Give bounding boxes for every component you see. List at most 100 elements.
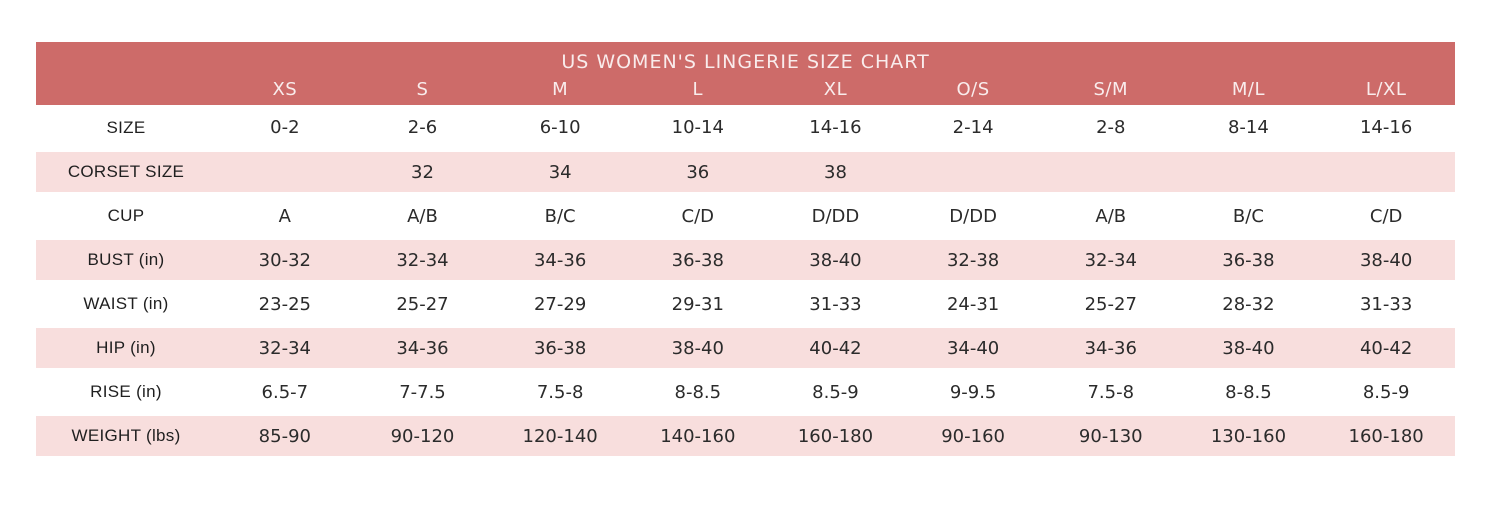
table-cell: 160-180 [766, 414, 905, 460]
table-cell: 32-34 [216, 326, 354, 372]
table-cell: 36 [628, 150, 767, 196]
table-cell: 160-180 [1317, 414, 1455, 460]
table-cell: 7-7.5 [353, 370, 492, 416]
column-header-xl: XL [766, 75, 905, 108]
table-cell: 85-90 [216, 414, 354, 460]
table-cell: 36-38 [628, 238, 767, 284]
table-title: US WOMEN'S LINGERIE SIZE CHART [36, 42, 1455, 75]
table-cell: 25-27 [1041, 282, 1180, 328]
table-cell: A/B [1041, 194, 1180, 240]
row-label: SIZE [36, 106, 216, 152]
table-cell: 14-16 [1317, 106, 1455, 152]
table-cell: 38-40 [1317, 238, 1455, 284]
table-cell: 14-16 [766, 106, 905, 152]
table-cell: 34-40 [904, 326, 1042, 372]
table-cell: 34 [491, 150, 629, 196]
column-header-o-s: O/S [904, 75, 1042, 108]
row-label: WAIST (in) [36, 282, 216, 328]
table-cell: 8-8.5 [628, 370, 767, 416]
table-cell: 40-42 [766, 326, 905, 372]
table-cell: 0-2 [216, 106, 354, 152]
table-row: BUST (in) 30-32 32-34 34-36 36-38 38-40 32-38 3… [36, 238, 1455, 284]
table-cell: 34-36 [1041, 326, 1180, 372]
column-header-row: XS S M L XL O/S S/M M/L L/XL [36, 75, 1455, 108]
row-label: CORSET SIZE [36, 150, 216, 196]
table-cell [1317, 150, 1455, 196]
column-header-s-m: S/M [1041, 75, 1180, 108]
table-cell: A/B [353, 194, 492, 240]
table-cell: B/C [491, 194, 629, 240]
page: US WOMEN'S LINGERIE SIZE CHART XS S M L XL O/… [36, 42, 1455, 460]
table-cell: 40-42 [1317, 326, 1455, 372]
table-row: WEIGHT (lbs) 85-90 90-120 120-140 140-160 160… [36, 414, 1455, 460]
table-cell: 30-32 [216, 238, 354, 284]
table-cell [216, 150, 354, 196]
table-cell: 2-14 [904, 106, 1042, 152]
table-cell: 130-160 [1179, 414, 1318, 460]
table-cell: 38-40 [1179, 326, 1318, 372]
column-header-xs: XS [216, 75, 354, 108]
table-cell: 31-33 [766, 282, 905, 328]
table-cell: 90-160 [904, 414, 1042, 460]
table-cell: 23-25 [216, 282, 354, 328]
table-cell [1041, 150, 1180, 196]
table-cell: 29-31 [628, 282, 767, 328]
table-cell: 36-38 [1179, 238, 1318, 284]
table-cell: 38 [766, 150, 905, 196]
table-cell: 34-36 [491, 238, 629, 284]
table-cell: 25-27 [353, 282, 492, 328]
table-cell: 8.5-9 [766, 370, 905, 416]
table-cell: 8-8.5 [1179, 370, 1318, 416]
table-cell: 9-9.5 [904, 370, 1042, 416]
table-cell: A [216, 194, 354, 240]
table-cell: D/DD [904, 194, 1042, 240]
table-cell: 90-120 [353, 414, 492, 460]
table-row: CUP A A/B B/C C/D D/DD D/DD A/B B/C C/D [36, 194, 1455, 240]
table-cell: 140-160 [628, 414, 767, 460]
table-cell: 31-33 [1317, 282, 1455, 328]
row-label: HIP (in) [36, 326, 216, 372]
lingerie-size-chart-table: US WOMEN'S LINGERIE SIZE CHART XS S M L XL O/… [36, 42, 1455, 460]
table-cell: 36-38 [491, 326, 629, 372]
table-cell: B/C [1179, 194, 1318, 240]
table-cell: 34-36 [353, 326, 492, 372]
table-cell: 32 [353, 150, 492, 196]
table-cell: 2-6 [353, 106, 492, 152]
table-title-row: US WOMEN'S LINGERIE SIZE CHART [36, 42, 1455, 75]
table-cell: 8-14 [1179, 106, 1318, 152]
row-label: WEIGHT (lbs) [36, 414, 216, 460]
table-cell: 7.5-8 [491, 370, 629, 416]
table-cell: D/DD [766, 194, 905, 240]
table-row: RISE (in) 6.5-7 7-7.5 7.5-8 8-8.5 8.5-9 9-9.5 7… [36, 370, 1455, 416]
column-header-l-xl: L/XL [1317, 75, 1455, 108]
table-cell: C/D [628, 194, 767, 240]
table-cell: 38-40 [628, 326, 767, 372]
table-row: WAIST (in) 23-25 25-27 27-29 29-31 31-33 24-31… [36, 282, 1455, 328]
row-label: BUST (in) [36, 238, 216, 284]
table-cell: 90-130 [1041, 414, 1180, 460]
table-cell [904, 150, 1042, 196]
table-cell: 24-31 [904, 282, 1042, 328]
table-cell: 38-40 [766, 238, 905, 284]
column-header-empty [36, 75, 216, 108]
table-cell: 6-10 [491, 106, 629, 152]
table-cell: 7.5-8 [1041, 370, 1180, 416]
table-cell [1179, 150, 1318, 196]
table-cell: 6.5-7 [216, 370, 354, 416]
row-label: RISE (in) [36, 370, 216, 416]
table-cell: C/D [1317, 194, 1455, 240]
column-header-m-l: M/L [1179, 75, 1318, 108]
column-header-m: M [491, 75, 629, 108]
table-cell: 2-8 [1041, 106, 1180, 152]
table-cell: 32-34 [353, 238, 492, 284]
table-row: SIZE 0-2 2-6 6-10 10-14 14-16 2-14 2-8 8-14 14-16 [36, 106, 1455, 152]
table-cell: 32-38 [904, 238, 1042, 284]
row-label: CUP [36, 194, 216, 240]
table-row: CORSET SIZE 32 34 36 38 [36, 150, 1455, 196]
table-row: HIP (in) 32-34 34-36 36-38 38-40 40-42 34-40 34… [36, 326, 1455, 372]
table-cell: 8.5-9 [1317, 370, 1455, 416]
table-cell: 27-29 [491, 282, 629, 328]
table-cell: 32-34 [1041, 238, 1180, 284]
table-cell: 10-14 [628, 106, 767, 152]
table-header: US WOMEN'S LINGERIE SIZE CHART XS S M L XL O/… [36, 42, 1455, 108]
